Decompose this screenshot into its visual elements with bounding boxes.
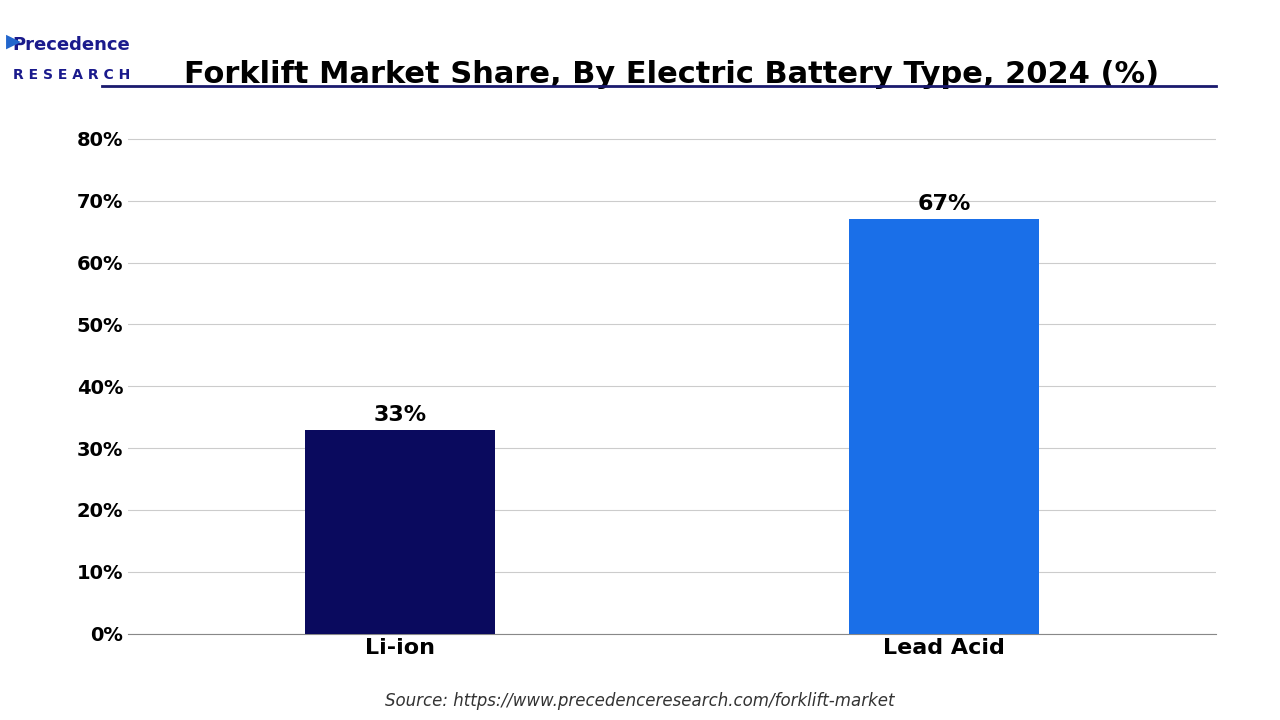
- Bar: [849, 220, 1039, 634]
- Text: Source: https://www.precedenceresearch.com/forklift-market: Source: https://www.precedenceresearch.c…: [385, 692, 895, 710]
- Bar: [305, 430, 495, 634]
- Text: R E S E A R C H: R E S E A R C H: [13, 68, 131, 82]
- Text: ▶: ▶: [6, 32, 22, 51]
- Title: Forklift Market Share, By Electric Battery Type, 2024 (%): Forklift Market Share, By Electric Batte…: [184, 60, 1160, 89]
- Text: 67%: 67%: [918, 194, 970, 215]
- Text: Precedence: Precedence: [13, 37, 131, 55]
- Text: 33%: 33%: [374, 405, 426, 425]
